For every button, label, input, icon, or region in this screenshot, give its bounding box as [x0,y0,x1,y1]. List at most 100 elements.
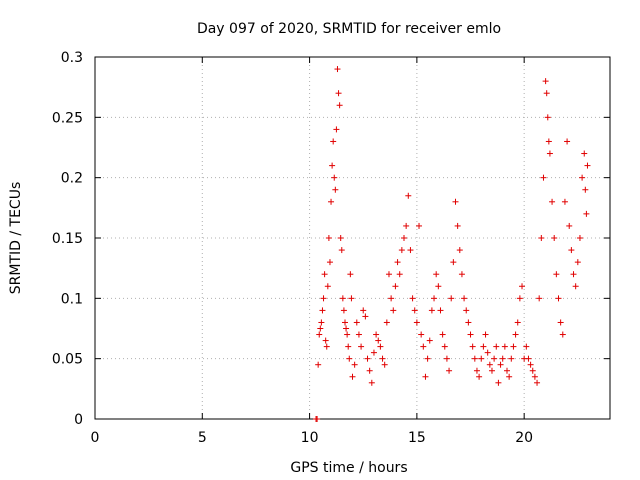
data-point [450,259,457,266]
data-point [325,235,332,241]
x-tick-label: 10 [301,430,319,446]
data-point [461,295,468,302]
x-tick-label: 0 [91,430,100,446]
data-point [454,222,461,229]
data-point [557,319,564,326]
data-point [390,307,397,314]
data-point [388,295,395,302]
data-point [329,162,336,169]
data-point [373,331,380,338]
x-axis-label: GPS time / hours [290,460,407,476]
data-point [416,222,423,229]
data-point [583,210,590,217]
data-point [331,174,338,181]
data-point [551,235,558,241]
data-point [561,198,568,205]
data-point [546,150,553,157]
data-point [542,78,549,85]
data-point [366,367,373,374]
axis-ticks: 0 0.05 0.1 0.15 0.2 0.25 0.3 0 5 10 15 20 [52,50,610,446]
data-point [437,307,444,314]
data-point [344,331,351,338]
data-point [334,66,341,73]
data-point [319,307,326,314]
y-tick-label: 0.1 [61,291,83,307]
data-point [333,126,340,133]
data-point [493,343,500,350]
data-point [418,331,425,338]
data-point [326,259,333,266]
data-point [355,331,362,338]
data-point [383,319,390,326]
data-point [345,343,352,350]
data-point [584,162,591,169]
data-point [499,355,506,362]
data-point [368,379,375,386]
data-point [564,138,571,145]
data-point [338,247,345,254]
data-point [396,271,403,278]
data-point [495,379,502,386]
data-point [349,373,356,380]
data-point [568,247,575,254]
data-point [570,271,577,278]
data-point [381,361,388,368]
data-point [362,313,369,320]
data-point [540,174,547,181]
data-point [314,416,321,422]
data-point [514,319,521,326]
data-point [401,235,407,241]
data-point [340,307,347,314]
data-point [353,319,360,326]
data-point [411,307,418,314]
data-point [321,271,328,278]
data-point [409,295,416,302]
data-point [538,235,545,241]
data-point [443,355,450,362]
data-point [510,343,517,350]
data-point [506,373,513,380]
data-point [364,355,371,362]
data-point [441,343,448,350]
data-point [504,367,510,374]
data-point [446,367,453,374]
data-point [486,361,493,368]
data-point [379,355,386,362]
data-point [439,331,446,338]
chart-title: Day 097 of 2020, SRMTID for receiver eml… [197,21,501,37]
data-point [476,373,483,380]
y-tick-label: 0.3 [61,50,83,66]
data-point [420,343,427,350]
data-point [336,102,343,109]
data-point [328,198,335,205]
data-point [543,90,550,97]
data-point [332,186,339,193]
data-point [484,349,491,356]
data-point [348,295,355,302]
data-point [375,337,382,344]
data-point [467,331,474,338]
data-point [323,343,330,350]
y-tick-label: 0.15 [52,231,83,247]
data-point [337,235,344,241]
data-point [544,114,551,121]
data-point [317,325,324,332]
data-point [422,373,429,380]
data-point [480,343,487,350]
data-point [435,283,442,290]
data-point [377,343,384,350]
data-point [330,138,337,145]
data-point [360,307,367,314]
data-point [523,343,530,350]
y-tick-label: 0.05 [52,352,83,368]
data-point [581,150,588,157]
data-point [316,331,323,338]
data-point [428,307,435,314]
y-tick-label: 0.25 [52,110,83,126]
data-point [448,295,455,302]
data-point [324,283,331,290]
data-point [501,343,508,350]
data-point [491,355,498,362]
data-point [433,271,440,278]
y-tick-label: 0 [74,412,83,428]
